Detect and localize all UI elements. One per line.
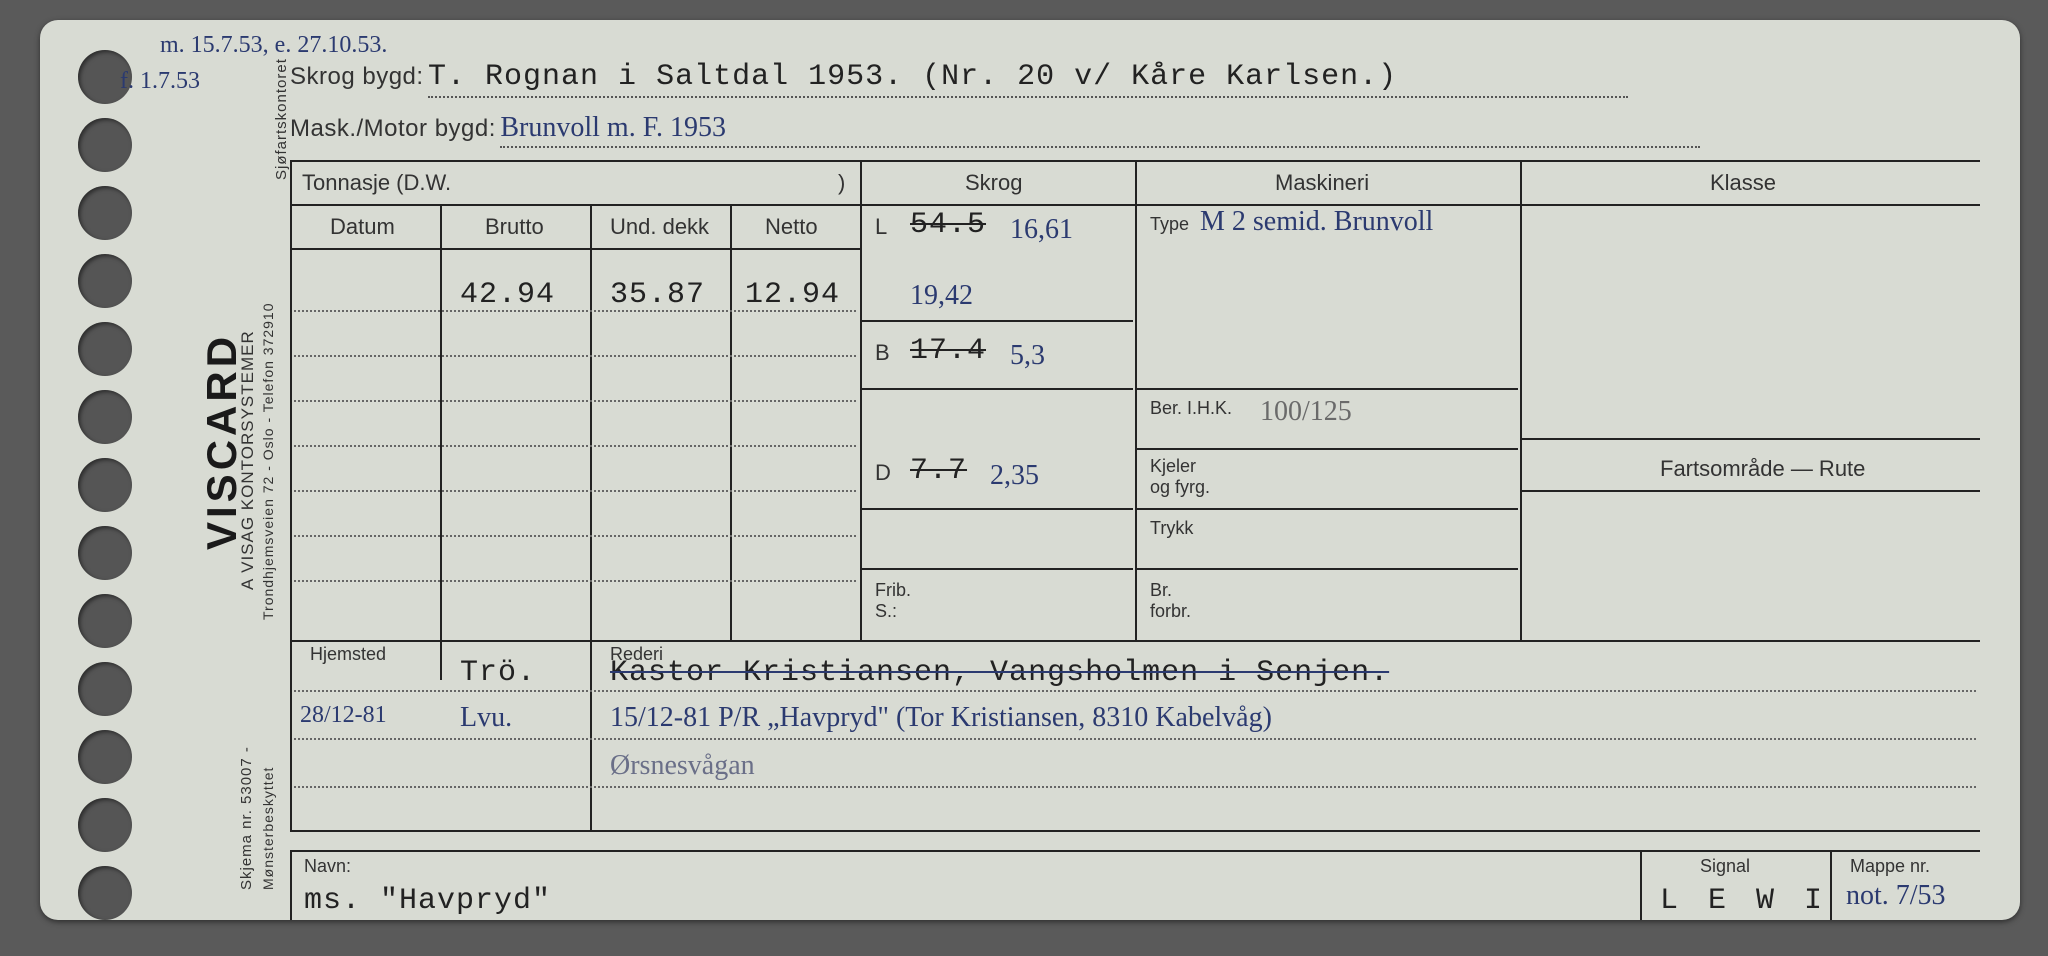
side-line2: A VISAG KONTORSYSTEMER	[238, 330, 258, 590]
owner-section: Hjemsted Rederi Trö. Kastor Kristiansen,…	[290, 640, 1980, 830]
signal-label: Signal	[1700, 856, 1750, 877]
tonnasje-close: )	[838, 170, 845, 196]
annotation-top: m. 15.7.53, e. 27.10.53.	[160, 32, 387, 59]
owner-date2: 28/12-81	[300, 702, 387, 729]
hjemsted-label: Hjemsted	[310, 644, 386, 665]
navn-label: Navn:	[304, 856, 351, 877]
brutto-label: Brutto	[485, 214, 544, 240]
side-print: Sjøfartskontoret VISCARD A VISAG KONTORS…	[168, 20, 278, 920]
binder-holes	[40, 20, 180, 920]
footer: Navn: ms. "Havpryd" Signal L E W I Mappe…	[290, 850, 1980, 920]
maskineri-label: Maskineri	[1275, 170, 1369, 196]
skrog-bygd-value: T. Rognan i Saltdal 1953. (Nr. 20 v/ Kår…	[428, 60, 1628, 98]
B-label: B	[875, 340, 890, 366]
tonnasje-label: Tonnasje (D.W.	[302, 170, 451, 196]
navn-value: ms. "Havpryd"	[304, 884, 551, 918]
signal-value: L E W I	[1660, 884, 1828, 918]
mappe-label: Mappe nr.	[1850, 856, 1930, 877]
L-row2: 19,42	[910, 280, 973, 312]
side-line5: Mønsterbeskyttet	[260, 767, 276, 890]
motor-bygd-label: Mask./Motor bygd:	[290, 115, 496, 142]
skrog-label: Skrog	[965, 170, 1022, 196]
side-line3: Trondhjemsveien 72 - Oslo - Telefon 3729…	[260, 303, 276, 621]
unddekk-label: Und. dekk	[610, 214, 709, 240]
netto-value: 12.94	[745, 278, 840, 312]
rederi3: Ørsnesvågan	[610, 750, 755, 782]
L-new: 16,61	[1010, 214, 1073, 246]
brutto-value: 42.94	[460, 278, 555, 312]
motor-bygd-value: Brunvoll m. F. 1953	[500, 112, 1700, 148]
kjeler-label: Kjeler og fyrg.	[1150, 456, 1210, 498]
klasse-label: Klasse	[1710, 170, 1776, 196]
L-label: L	[875, 214, 887, 240]
annotation-left: f. 1.7.53	[120, 68, 200, 95]
side-line1: Sjøfartskontoret	[273, 58, 290, 180]
frib-label: Frib. S.:	[875, 580, 911, 622]
skrog-bygd-label: Skrog bygd:	[290, 63, 424, 90]
card-content: m. 15.7.53, e. 27.10.53. f. 1.7.53 Skrog…	[290, 50, 1980, 890]
faroute-label: Fartsområde — Rute	[1660, 456, 1865, 482]
ber-label: Ber. I.H.K.	[1150, 398, 1232, 419]
unddekk-value: 35.87	[610, 278, 705, 312]
rederi2: 15/12-81 P/R „Havpryd" (Tor Kristiansen,…	[610, 702, 1272, 734]
D-old: 7.7	[910, 454, 967, 488]
hjemsted2: Lvu.	[460, 702, 512, 734]
hjemsted1: Trö.	[460, 656, 536, 690]
type-label: Type	[1150, 214, 1189, 235]
trykk-label: Trykk	[1150, 518, 1193, 539]
L-old: 54.5	[910, 208, 986, 242]
B-new: 5,3	[1010, 340, 1045, 372]
ber-value: 100/125	[1260, 396, 1352, 428]
netto-label: Netto	[765, 214, 818, 240]
type-value: M 2 semid. Brunvoll	[1200, 206, 1433, 238]
mappe-value: not. 7/53	[1846, 880, 1946, 912]
index-card: Sjøfartskontoret VISCARD A VISAG KONTORS…	[40, 20, 2020, 920]
datum-label: Datum	[330, 214, 395, 240]
rederi1: Kastor Kristiansen, Vangsholmen i Senjen…	[610, 656, 1389, 690]
main-table: Tonnasje (D.W. ) Skrog Maskineri Klasse …	[290, 160, 1980, 660]
br-label: Br. forbr.	[1150, 580, 1191, 622]
side-line4: Skjema nr. 53007 -	[238, 746, 255, 890]
D-new: 2,35	[990, 460, 1039, 492]
D-label: D	[875, 460, 891, 486]
B-old: 17.4	[910, 334, 986, 368]
